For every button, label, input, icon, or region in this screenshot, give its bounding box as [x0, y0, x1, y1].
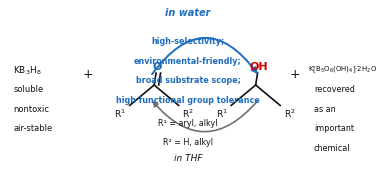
Text: soluble: soluble: [13, 85, 43, 94]
Text: chemical: chemical: [314, 144, 350, 153]
Text: O: O: [153, 62, 162, 72]
Text: R$^2$: R$^2$: [182, 108, 194, 120]
Text: as an: as an: [314, 105, 336, 114]
Text: +: +: [83, 68, 94, 81]
Text: R¹ = aryl, alkyl: R¹ = aryl, alkyl: [158, 119, 218, 128]
Text: high-selectivity;: high-selectivity;: [152, 37, 224, 46]
Text: high functional group tolerance: high functional group tolerance: [116, 96, 260, 105]
Text: +: +: [290, 68, 300, 81]
Text: R$^1$: R$^1$: [114, 108, 126, 120]
Text: nontoxic: nontoxic: [13, 105, 49, 114]
Text: R² = H, alkyl: R² = H, alkyl: [163, 138, 213, 147]
Text: broad substrate scope;: broad substrate scope;: [135, 76, 241, 86]
Text: R$^2$: R$^2$: [284, 108, 296, 120]
Text: K[B$_5$O$_6$(OH)$_4$]$\cdot$2H$_2$O: K[B$_5$O$_6$(OH)$_4$]$\cdot$2H$_2$O: [308, 65, 376, 75]
Text: OH: OH: [249, 62, 268, 72]
Text: KB$_3$H$_8$: KB$_3$H$_8$: [13, 65, 42, 77]
Text: in water: in water: [165, 8, 211, 19]
Text: environmental-friendly;: environmental-friendly;: [134, 57, 242, 66]
Text: air-stable: air-stable: [13, 124, 52, 133]
Text: recovered: recovered: [314, 85, 355, 94]
Text: in THF: in THF: [174, 154, 202, 163]
Text: important: important: [314, 124, 354, 133]
Text: R$^1$: R$^1$: [216, 108, 227, 120]
